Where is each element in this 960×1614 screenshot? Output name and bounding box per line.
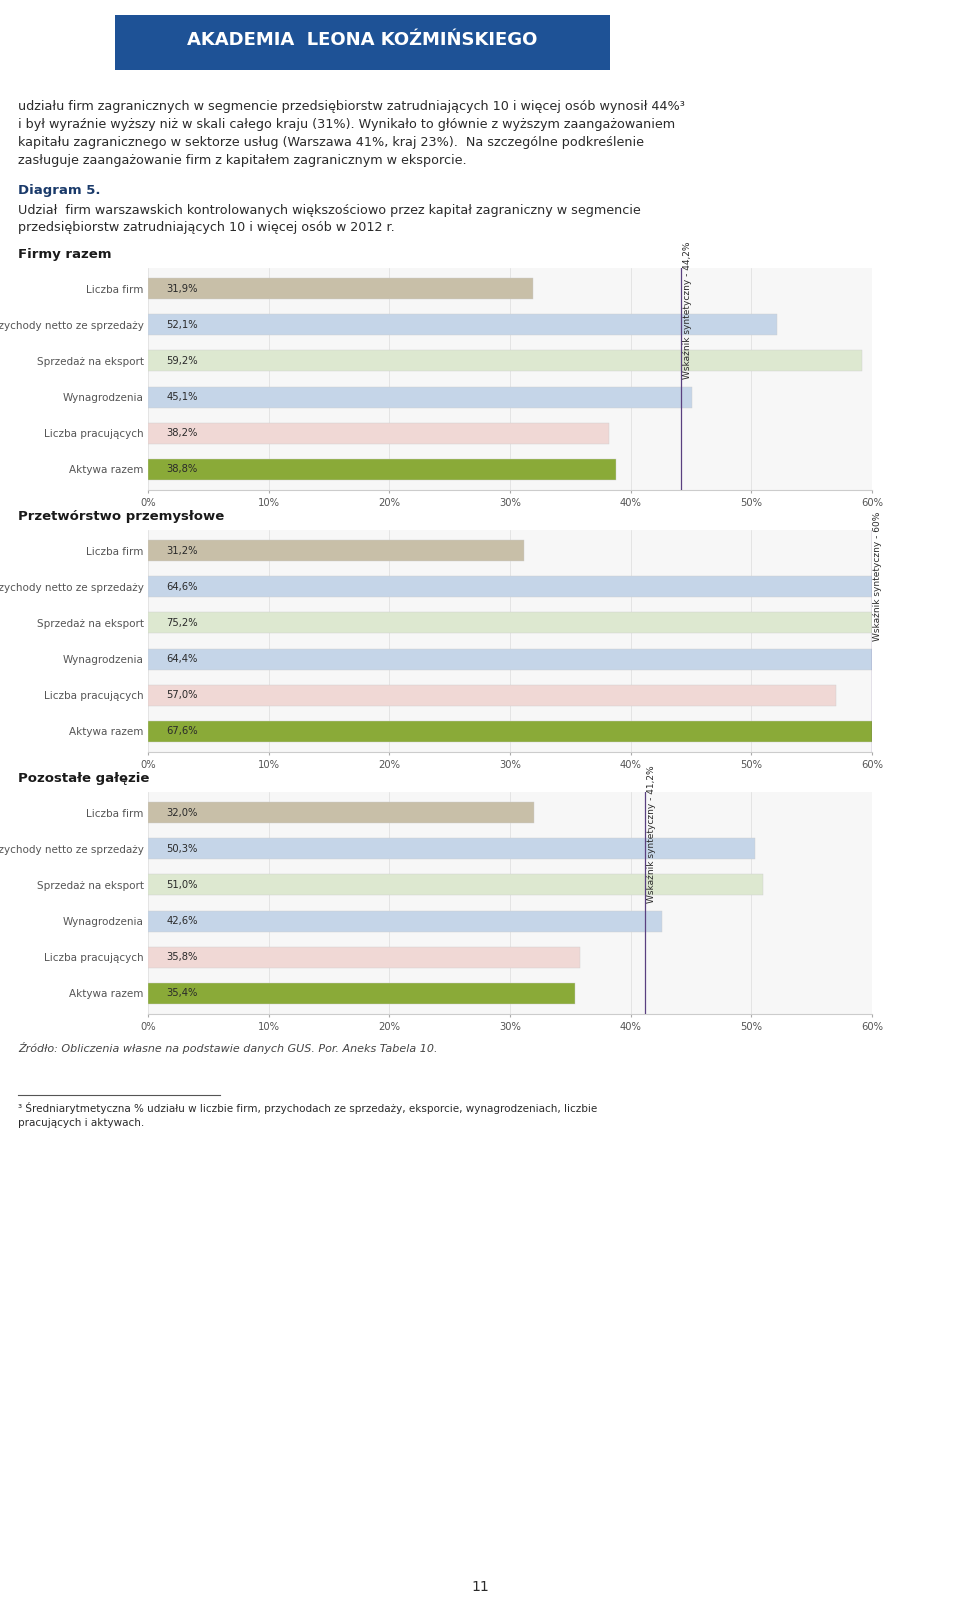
Bar — [148, 910, 662, 931]
Bar — [148, 875, 763, 896]
Text: Wskaźnik syntetyczny - 44,2%: Wskaźnik syntetyczny - 44,2% — [683, 242, 692, 379]
Bar — [148, 983, 575, 1004]
Text: 52,1%: 52,1% — [166, 320, 198, 329]
Text: pracujących i aktywach.: pracujących i aktywach. — [18, 1119, 144, 1128]
Text: udziału firm zagranicznych w segmencie przedsiębiorstw zatrudniających 10 i więc: udziału firm zagranicznych w segmencie p… — [18, 100, 684, 113]
Text: przedsiębiorstw zatrudniających 10 i więcej osób w 2012 r.: przedsiębiorstw zatrudniających 10 i wię… — [18, 221, 395, 234]
FancyBboxPatch shape — [115, 15, 610, 69]
Text: Pozostałe gałęzie: Pozostałe gałęzie — [18, 771, 150, 784]
Text: 75,2%: 75,2% — [166, 618, 198, 628]
Text: Diagram 5.: Diagram 5. — [18, 184, 101, 197]
Bar — [148, 649, 925, 670]
Text: 11: 11 — [471, 1580, 489, 1595]
Text: 51,0%: 51,0% — [166, 880, 198, 889]
Bar — [148, 458, 616, 479]
Text: 35,8%: 35,8% — [166, 952, 198, 962]
Text: Firmy razem: Firmy razem — [18, 249, 111, 261]
Text: i był wyraźnie wyższy niż w skali całego kraju (31%). Wynikało to głównie z wyżs: i był wyraźnie wyższy niż w skali całego… — [18, 118, 675, 131]
Text: Wskaźnik syntetyczny - 60%: Wskaźnik syntetyczny - 60% — [874, 512, 882, 641]
Bar — [148, 947, 580, 968]
Text: 31,2%: 31,2% — [166, 546, 198, 555]
Text: Źródło: Obliczenia własne na podstawie danych GUS. Por. Aneks Tabela 10.: Źródło: Obliczenia własne na podstawie d… — [18, 1043, 438, 1054]
Text: Wskaźnik syntetyczny - 41,2%: Wskaźnik syntetyczny - 41,2% — [647, 765, 656, 902]
Bar — [148, 387, 692, 408]
Text: ³ Średniarytmetyczna % udziału w liczbie firm, przychodach ze sprzedaży, eksporc: ³ Średniarytmetyczna % udziału w liczbie… — [18, 1102, 597, 1114]
Bar — [148, 684, 836, 705]
Text: 67,6%: 67,6% — [166, 726, 198, 736]
Text: Udział  firm warszawskich kontrolowanych większościowo przez kapitał zagraniczny: Udział firm warszawskich kontrolowanych … — [18, 203, 640, 216]
Text: 38,2%: 38,2% — [166, 428, 198, 439]
Text: Przetwórstwo przemysłowe: Przetwórstwo przemysłowe — [18, 510, 225, 523]
Bar — [148, 350, 862, 371]
Text: zasługuje zaangażowanie firm z kapitałem zagranicznym w eksporcie.: zasługuje zaangażowanie firm z kapitałem… — [18, 153, 467, 166]
Bar — [148, 423, 609, 444]
Bar — [148, 721, 960, 742]
Bar — [148, 315, 777, 336]
Text: 59,2%: 59,2% — [166, 357, 198, 366]
Bar — [148, 278, 533, 299]
Bar — [148, 838, 755, 859]
Text: 35,4%: 35,4% — [166, 988, 198, 999]
Bar — [148, 802, 534, 823]
Text: 57,0%: 57,0% — [166, 691, 198, 700]
Text: 38,8%: 38,8% — [166, 465, 198, 475]
Text: 45,1%: 45,1% — [166, 392, 198, 402]
Text: 31,9%: 31,9% — [166, 284, 198, 294]
Bar — [148, 541, 524, 562]
Text: 64,6%: 64,6% — [166, 581, 198, 592]
Text: kapitału zagranicznego w sektorze usług (Warszawa 41%, kraj 23%).  Na szczególne: kapitału zagranicznego w sektorze usług … — [18, 136, 644, 148]
Bar — [148, 612, 960, 633]
Bar — [148, 576, 927, 597]
Text: AKADEMIA  LEONA KOŹMIŃSKIEGO: AKADEMIA LEONA KOŹMIŃSKIEGO — [187, 31, 538, 48]
Text: 42,6%: 42,6% — [166, 917, 198, 926]
Text: 50,3%: 50,3% — [166, 844, 198, 854]
Text: 32,0%: 32,0% — [166, 807, 198, 818]
Text: 64,4%: 64,4% — [166, 654, 198, 663]
